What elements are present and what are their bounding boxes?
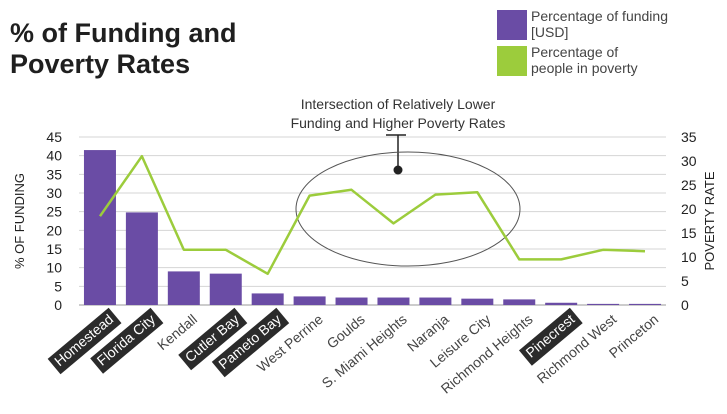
poverty-line-path: [98, 154, 646, 276]
y-tick-label: 20: [46, 222, 62, 238]
x-tick-label-highlight: [519, 307, 583, 366]
bar-goulds: [335, 297, 368, 305]
y-tick-label: 35: [46, 166, 62, 182]
bar-pinecrest: [545, 302, 578, 305]
bar-s-miami-heights: [377, 297, 410, 305]
y-tick-label: 10: [46, 260, 62, 276]
legend-swatch-funding: [497, 10, 527, 40]
annotation-ellipse: [295, 151, 521, 267]
legend-label-funding: Percentage of funding [USD]: [531, 8, 668, 40]
y2-tick-label: 15: [681, 225, 697, 241]
y2-axis-label: POVERTY RATE: [702, 171, 717, 270]
y-tick-label: 45: [46, 129, 62, 145]
annotation-text-line-2: Funding and Higher Poverty Rates: [291, 115, 506, 131]
poverty-line: [98, 154, 646, 276]
x-tick-label-highlight: [90, 307, 164, 374]
bar-pameto-bay: [251, 293, 284, 305]
legend-swatch-poverty: [497, 46, 527, 76]
y2-tick-label: 25: [681, 177, 697, 193]
right-axis: 0 5 10 15 20 25 30 35: [681, 129, 697, 313]
left-axis: 0 5 10 15 20 25 30 35 40 45: [46, 129, 62, 313]
bar-naranja: [419, 297, 452, 305]
bar-cutler-bay: [209, 273, 242, 305]
y2-tick-label: 5: [681, 273, 689, 289]
y2-tick-label: 10: [681, 249, 697, 265]
annotation: Intersection of Relatively Lower Funding…: [291, 96, 521, 267]
y-tick-label: 15: [46, 241, 62, 257]
y-tick-label: 40: [46, 148, 62, 164]
x-tick-label-highlight: [47, 307, 122, 375]
y-tick-label: 30: [46, 185, 62, 201]
y2-tick-label: 20: [681, 201, 697, 217]
annotation-pointer-dot: [393, 165, 403, 175]
chart-title: % of Funding and Poverty Rates: [10, 18, 236, 80]
x-tick-label-highlight: [211, 307, 290, 378]
y-tick-label: 0: [54, 297, 62, 313]
y2-tick-label: 0: [681, 297, 689, 313]
chart-title-line-1: % of Funding and: [10, 18, 237, 48]
legend-label-poverty: Percentage of people in poverty: [531, 44, 638, 76]
y-axis-label: % OF FUNDING: [12, 173, 27, 269]
y2-tick-label: 35: [681, 129, 697, 145]
x-tick-label-highlight: [178, 307, 248, 371]
bar-homestead: [83, 150, 116, 305]
bar-florida-city: [125, 212, 158, 305]
annotation-text-line-1: Intersection of Relatively Lower: [301, 96, 496, 112]
bar-leisure-city: [461, 298, 494, 305]
y-tick-label: 25: [46, 204, 62, 220]
bar-richmond-west: [587, 303, 620, 305]
bar-kendall: [167, 271, 200, 305]
funding-bars: [83, 150, 662, 305]
chart-title-line-2: Poverty Rates: [10, 49, 191, 79]
gridlines: [79, 136, 666, 306]
y-tick-label: 5: [54, 278, 62, 294]
bar-west-perrine: [293, 296, 326, 305]
bar-richmond-heights: [503, 299, 536, 305]
y2-tick-label: 30: [681, 153, 697, 169]
bar-princeton: [629, 303, 662, 305]
